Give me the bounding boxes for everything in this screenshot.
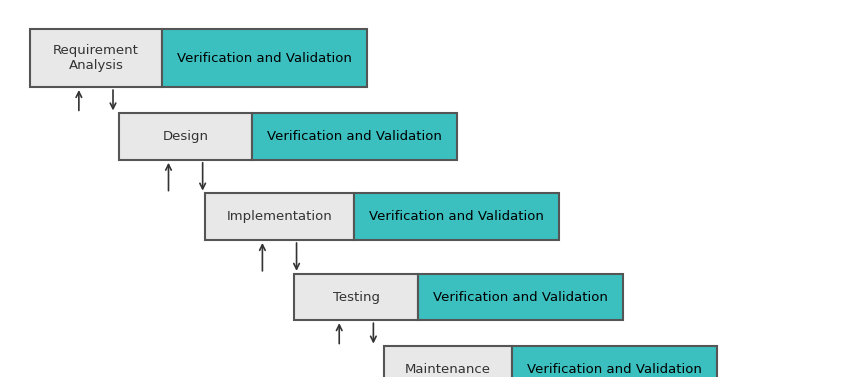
FancyBboxPatch shape — [205, 194, 354, 240]
FancyBboxPatch shape — [251, 113, 456, 160]
Text: Verification and Validation: Verification and Validation — [526, 363, 701, 376]
Text: Requirement
Analysis: Requirement Analysis — [53, 44, 139, 72]
Text: Implementation: Implementation — [226, 210, 332, 223]
FancyBboxPatch shape — [354, 194, 559, 240]
Text: Design: Design — [163, 130, 208, 143]
Text: Maintenance: Maintenance — [405, 363, 491, 376]
Text: Verification and Validation: Verification and Validation — [369, 210, 543, 223]
FancyBboxPatch shape — [30, 29, 162, 87]
Text: Testing: Testing — [332, 290, 380, 304]
FancyBboxPatch shape — [120, 113, 251, 160]
Text: Verification and Validation: Verification and Validation — [177, 52, 351, 65]
Text: Verification and Validation: Verification and Validation — [433, 290, 607, 304]
FancyBboxPatch shape — [511, 346, 716, 382]
FancyBboxPatch shape — [384, 346, 511, 382]
Text: Verification and Validation: Verification and Validation — [266, 130, 441, 143]
FancyBboxPatch shape — [294, 274, 418, 320]
FancyBboxPatch shape — [418, 274, 623, 320]
FancyBboxPatch shape — [162, 29, 367, 87]
